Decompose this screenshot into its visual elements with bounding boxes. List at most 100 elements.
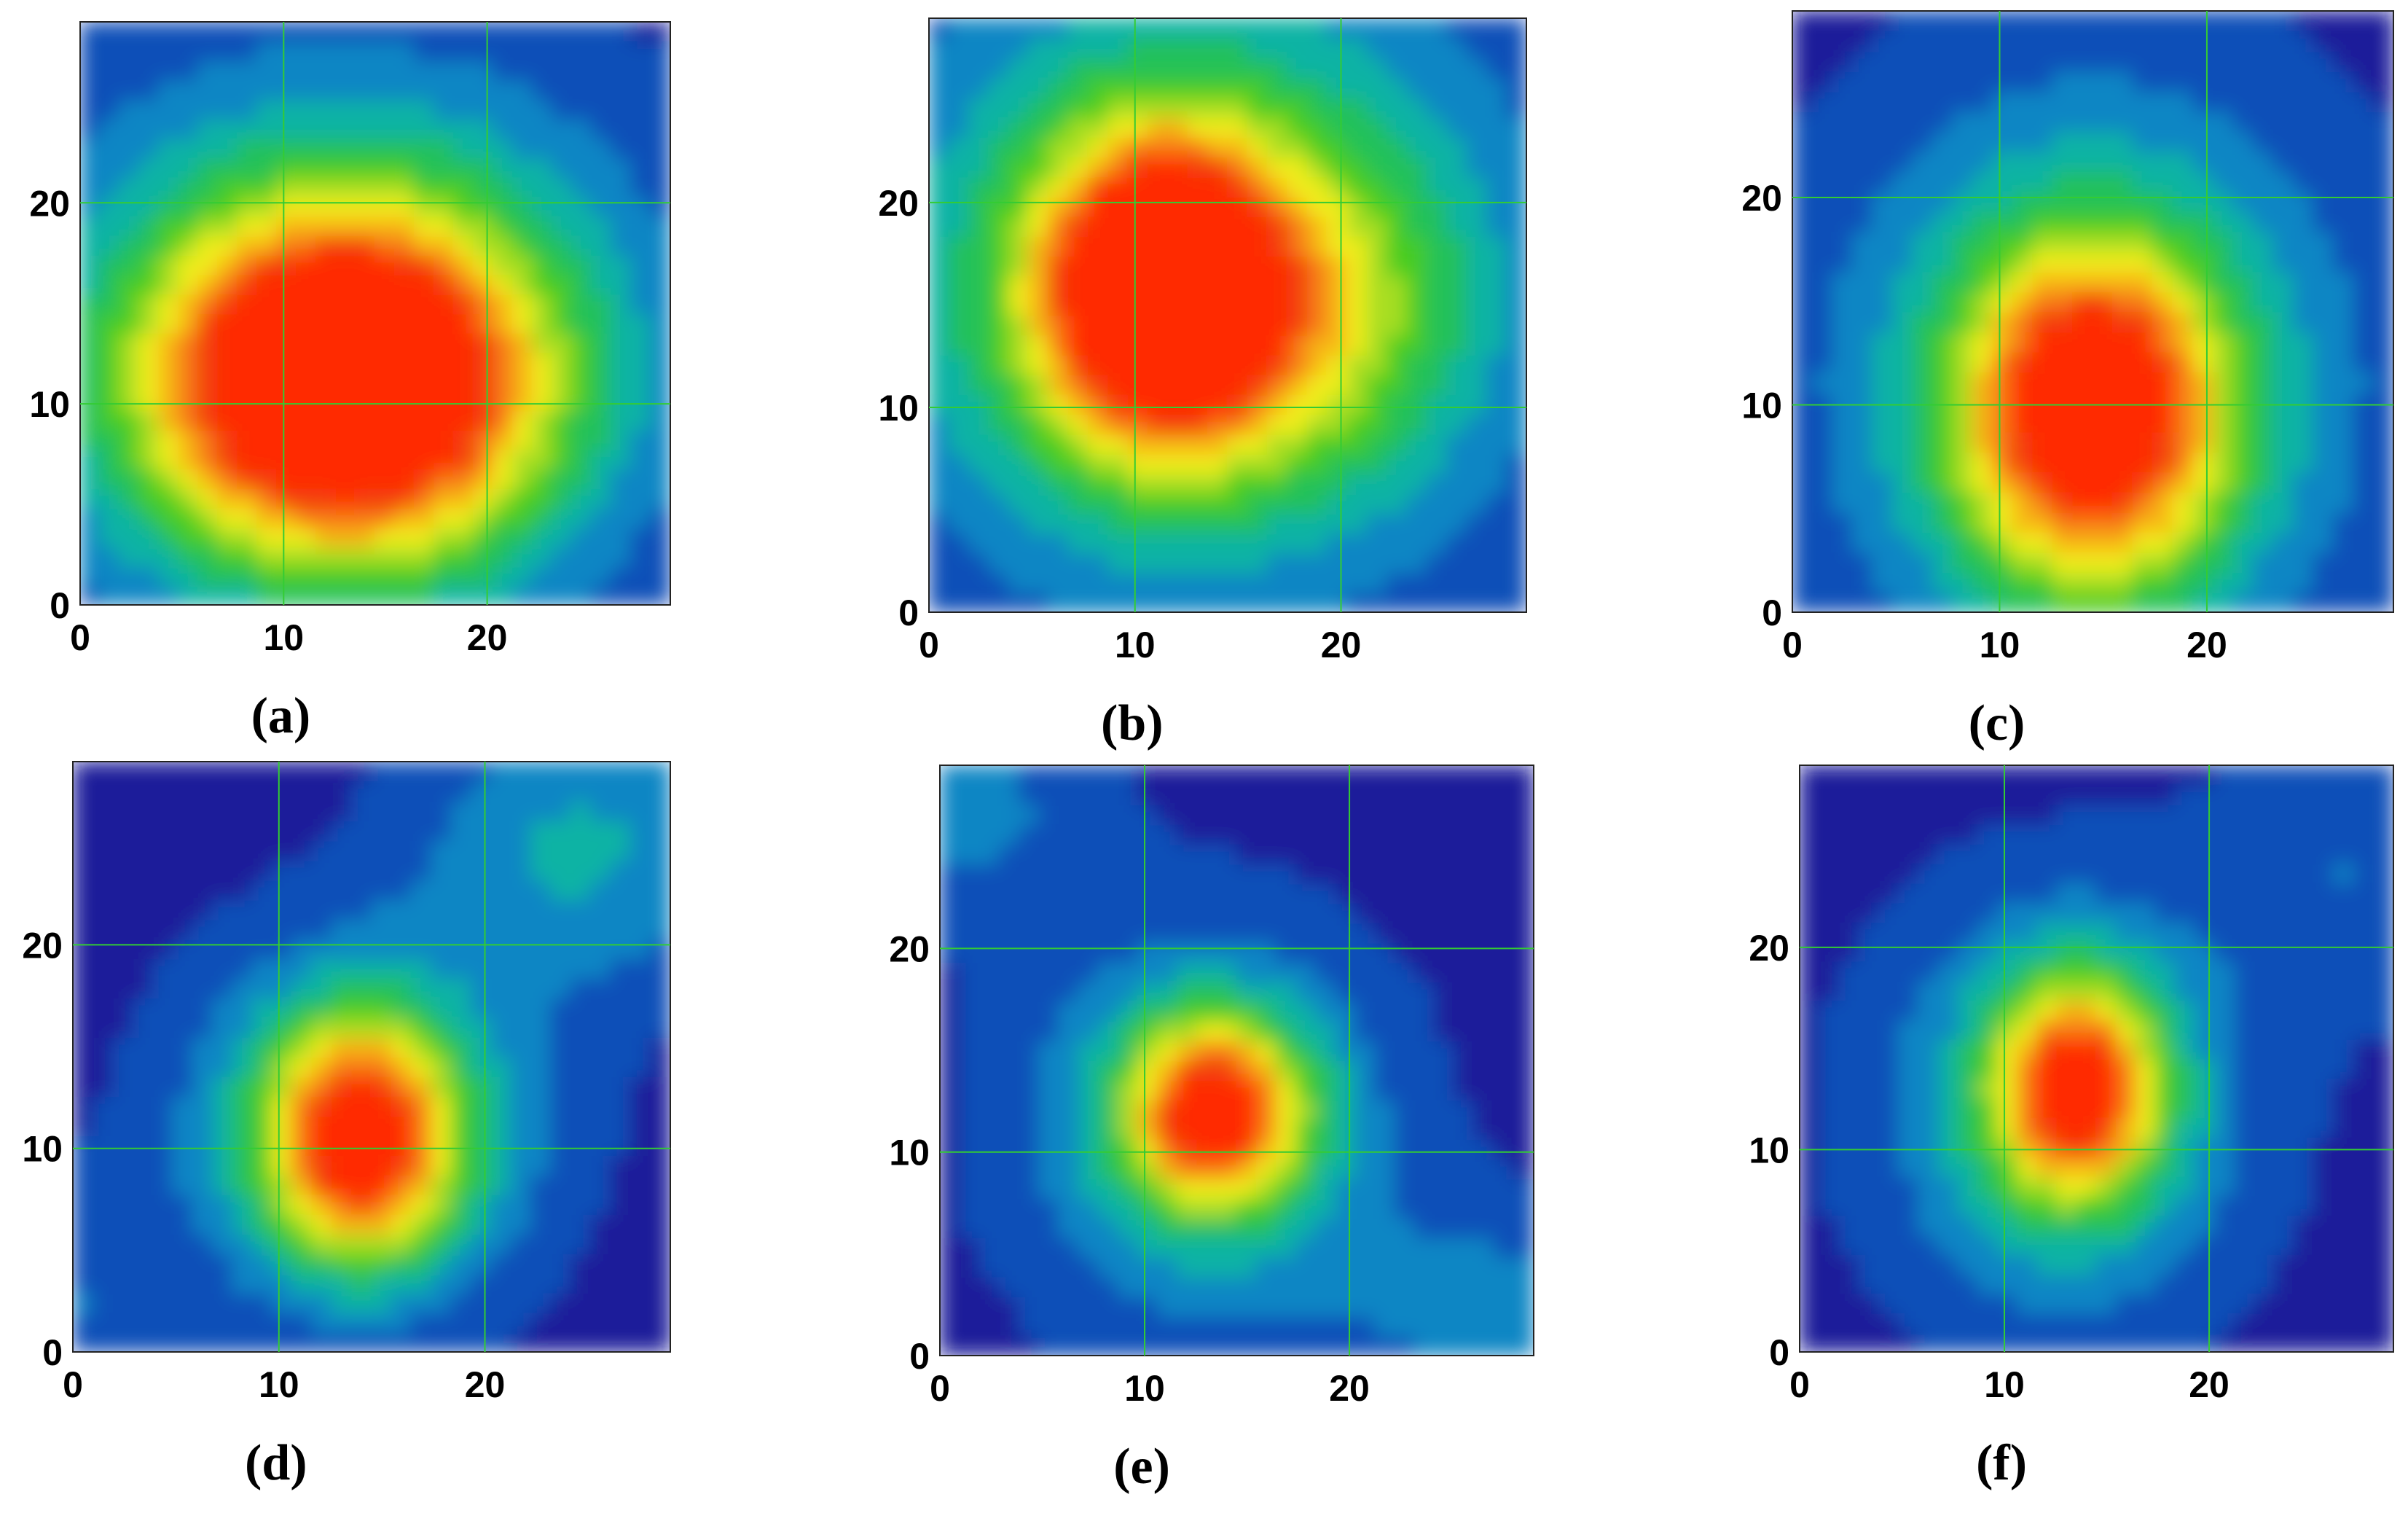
heatmap-cell	[171, 1312, 193, 1333]
heatmap-cell	[251, 1135, 273, 1156]
heatmap-cell	[1038, 863, 1059, 884]
heatmap-cell	[2272, 50, 2294, 72]
heatmap-cell	[1058, 804, 1080, 825]
heatmap-cell	[371, 820, 393, 841]
heatmap-cell	[1872, 50, 1894, 72]
heatmap-cell	[138, 98, 160, 120]
heatmap-cell	[1127, 176, 1149, 198]
heatmap-cell	[610, 1213, 632, 1235]
heatmap-cell	[470, 1272, 492, 1294]
heatmap-cell	[1937, 1155, 1959, 1177]
heatmap-cell	[1216, 843, 1238, 864]
heatmap-cell	[335, 565, 356, 587]
heatmap-cell	[197, 118, 219, 139]
heatmap-cell	[2272, 391, 2294, 413]
heatmap-cell	[1058, 942, 1080, 963]
heatmap-cell	[2072, 291, 2094, 313]
heatmap-cell	[1992, 391, 2014, 413]
heatmap-cell	[473, 371, 494, 392]
heatmap-cell	[1058, 1040, 1080, 1061]
heatmap-cell	[1167, 57, 1189, 79]
heatmap-cell	[111, 859, 133, 880]
heatmap-cell	[1454, 784, 1475, 805]
heatmap-cell	[453, 332, 474, 353]
heatmap-cell	[532, 157, 553, 179]
heatmap-cell	[490, 1056, 512, 1077]
heatmap-cell	[192, 879, 213, 900]
heatmap-cell	[1335, 883, 1357, 904]
heatmap-cell	[1078, 1237, 1099, 1258]
heatmap-cell	[2232, 531, 2254, 553]
heatmap-cell	[2272, 190, 2294, 212]
heatmap-cell	[374, 254, 396, 275]
heatmap-cell	[1851, 90, 1873, 112]
heatmap-cell	[276, 390, 297, 412]
heatmap-cell	[1426, 37, 1448, 59]
heatmap-cell	[610, 1017, 632, 1038]
heatmap-cell	[1137, 883, 1158, 904]
heatmap-cell	[512, 118, 533, 139]
heatmap-cell	[1038, 804, 1059, 825]
heatmap-cell	[1493, 1138, 1515, 1160]
heatmap-cell	[979, 922, 1000, 943]
heatmap-cell	[2152, 491, 2174, 513]
heatmap-cell	[291, 762, 313, 782]
heatmap-cell	[1486, 57, 1507, 79]
heatmap-cell	[570, 1135, 592, 1156]
heatmap-cell	[315, 157, 337, 179]
heatmap-cell	[2092, 431, 2114, 453]
heatmap-cell	[119, 176, 140, 198]
heatmap-cell	[331, 840, 353, 861]
heatmap-cell	[1872, 491, 1894, 513]
heatmap-cell	[2313, 571, 2334, 593]
heatmap-cell	[335, 235, 356, 256]
heatmap-cell	[1937, 1175, 1959, 1197]
heatmap-cell	[2353, 110, 2374, 132]
heatmap-cell	[1354, 1178, 1376, 1199]
heatmap-cell	[1505, 512, 1526, 534]
heatmap-cell	[530, 1292, 552, 1313]
heatmap-cell	[1038, 922, 1059, 943]
heatmap-cell	[192, 840, 213, 861]
heatmap-cell	[211, 1076, 233, 1097]
heatmap-cell	[1454, 1001, 1475, 1022]
heatmap-cell	[276, 98, 297, 120]
heatmap-cell	[1912, 211, 1934, 232]
heatmap-cell	[132, 918, 154, 939]
heatmap-cell	[1156, 883, 1178, 904]
heatmap-cell	[1266, 136, 1288, 158]
heatmap-cell	[552, 40, 573, 62]
heatmap-cell	[1792, 431, 1813, 453]
heatmap-cell	[111, 977, 133, 998]
heatmap-cell	[158, 60, 179, 81]
heatmap-cell	[2175, 1195, 2197, 1216]
heatmap-cell	[1117, 1040, 1139, 1061]
heatmap-cell	[1255, 1296, 1277, 1317]
heatmap-cell	[92, 1233, 114, 1254]
heatmap-cell	[251, 1174, 273, 1195]
heatmap-cell	[1952, 90, 1974, 112]
heatmap-cell	[311, 1213, 333, 1235]
heatmap-cell	[1414, 1119, 1436, 1140]
heatmap-cell	[2372, 411, 2393, 433]
heatmap-cell	[2232, 411, 2254, 433]
heatmap-cell	[2092, 511, 2114, 533]
heatmap-cell	[1187, 334, 1209, 356]
heatmap-cell	[1346, 374, 1368, 396]
heatmap-cell	[570, 1115, 592, 1136]
heatmap-cell	[1107, 512, 1129, 534]
heatmap-cell	[192, 977, 213, 998]
heatmap-cell	[350, 1233, 372, 1254]
heatmap-cell	[1335, 902, 1357, 923]
heatmap-cell	[1505, 433, 1526, 455]
heatmap-cell	[1800, 1117, 1821, 1138]
heatmap-cell	[1315, 1315, 1337, 1337]
heatmap-cell	[2056, 1253, 2078, 1275]
heatmap-cell	[1097, 1119, 1119, 1140]
heatmap-cell	[2092, 411, 2114, 433]
heatmap-cell	[1287, 255, 1309, 277]
heatmap-cell	[2332, 371, 2354, 393]
heatmap-cell	[1394, 981, 1416, 1002]
heatmap-cell	[1466, 472, 1488, 494]
heatmap-cell	[1078, 1060, 1099, 1081]
